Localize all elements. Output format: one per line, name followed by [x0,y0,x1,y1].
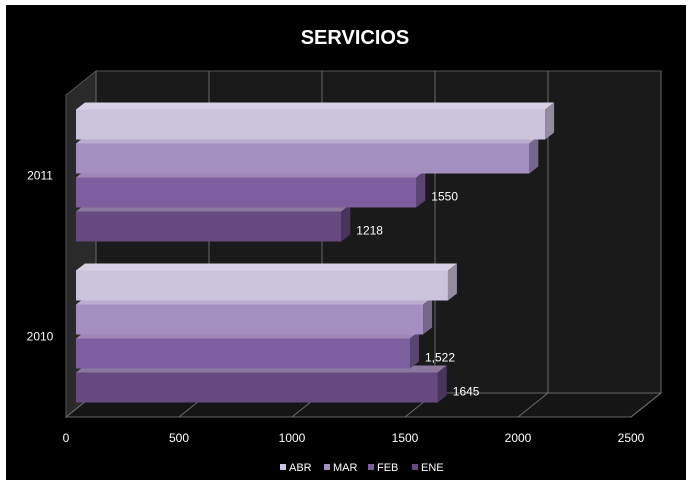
bar-end-face [437,365,447,403]
gridline-floor [630,392,662,418]
bar-abr-2011 [76,102,555,140]
x-tick-label: 500 [169,431,189,445]
bar-feb-2011 [76,170,426,208]
legend-label: ABR [289,462,312,474]
bar-abr-2010 [76,263,457,301]
bar-end-face [423,297,433,335]
bar-front-face [76,211,342,242]
gridline-floor [517,392,549,418]
bars [76,102,555,403]
legend: ABR MAR FEB ENE [280,462,444,474]
x-tick-label: 0 [63,431,70,445]
x-tick-label: 1000 [279,431,306,445]
bar-end-face [545,102,555,140]
bar-ene-2010 [76,365,447,403]
bar-end-face [409,331,419,369]
legend-item-feb: FEB [368,462,398,474]
y-tick-label: 2011 [27,169,53,183]
legend-item-mar: MAR [324,462,358,474]
x-tick-label: 2500 [618,431,645,445]
bar-front-face [76,109,546,140]
chart-frame: SERVICIOS 0 500 1000 1500 2000 2500 2011 2010 … [6,5,686,480]
legend-item-abr: ABR [280,462,312,474]
bar-end-face [447,263,457,301]
bar-front-face [76,143,530,174]
bar-top-face [76,263,457,271]
bar-front-face [76,304,424,335]
legend-label: ENE [421,462,444,474]
data-label: 1218 [356,224,383,238]
legend-swatch [412,464,418,470]
legend-label: MAR [333,462,358,474]
legend-item-ene: ENE [412,462,444,474]
data-label: 1550 [431,190,458,204]
bar-ene-2011 [76,204,351,242]
bar-mar-2010 [76,297,433,335]
legend-swatch [324,464,330,470]
legend-swatch [280,464,286,470]
data-label: 1,522 [425,351,455,365]
bar-top-face [76,102,555,110]
bar-front-face [76,372,438,403]
legend-label: FEB [377,462,398,474]
x-axis-ticks: 0 500 1000 1500 2000 2500 [63,431,645,445]
data-labels: 1645 1,522 1218 1550 [356,190,480,399]
y-tick-label: 2010 [27,330,54,344]
bar-front-face [76,177,417,208]
chart-title: SERVICIOS [301,27,410,49]
bar-mar-2011 [76,136,539,174]
y-axis-ticks: 2011 2010 [27,169,54,344]
bar-chart: SERVICIOS 0 500 1000 1500 2000 2500 20112010 … [27,27,663,474]
bar-front-face [76,338,410,369]
bar-end-face [529,136,539,174]
legend-swatch [368,464,374,470]
bar-end-face [341,204,351,242]
bar-end-face [416,170,426,208]
data-label: 1645 [453,385,480,399]
bar-front-face [76,270,448,301]
x-tick-label: 2000 [505,431,532,445]
bar-feb-2010 [76,331,419,369]
x-tick-label: 1500 [392,431,419,445]
